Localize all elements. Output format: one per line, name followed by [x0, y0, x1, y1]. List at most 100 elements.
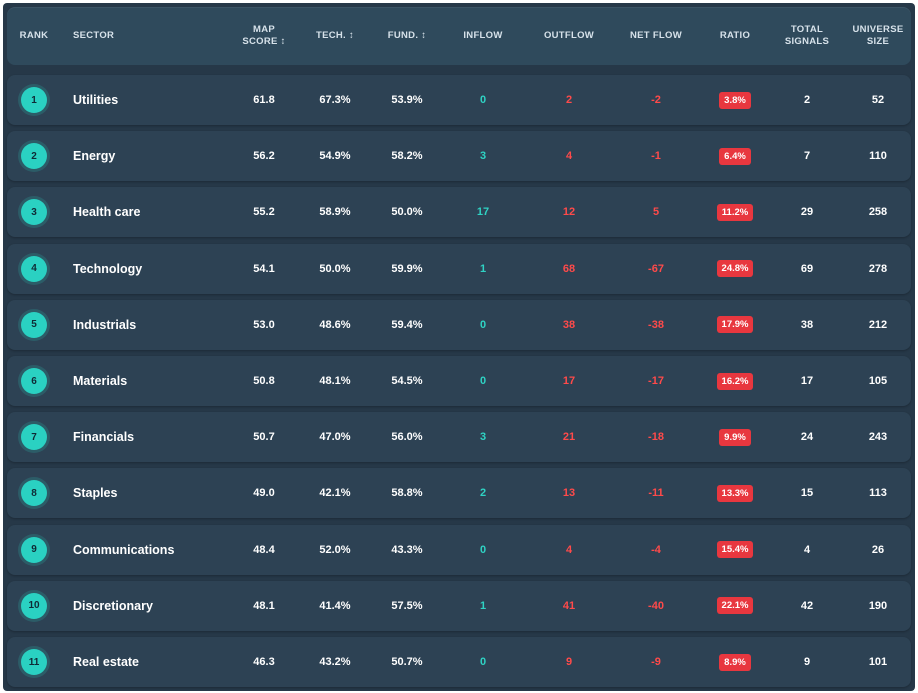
map-score-cell: 56.2	[253, 150, 275, 163]
fund-cell: 59.4%	[391, 318, 423, 331]
tech-cell: 54.9%	[319, 150, 351, 163]
rank-cell: 3	[7, 187, 61, 237]
universe-size-cell: 258	[868, 206, 888, 219]
map-score-cell: 55.2	[253, 206, 275, 219]
universe-size-cell: 110	[869, 150, 887, 163]
outflow-cell: 9	[565, 656, 573, 668]
outflow-cell: 68	[562, 262, 576, 275]
total-signals-cell: 17	[800, 375, 814, 387]
table-header: RANK SECTOR MAP SCORE ↕ TECH. ↕ FUND. ↕ …	[7, 7, 911, 65]
ratio-badge: 24.8%	[716, 260, 754, 278]
universe-size-cell: 113	[869, 487, 887, 500]
ratio-badge: 13.3%	[716, 484, 754, 502]
rank-badge: 8	[21, 480, 47, 507]
ratio-cell: 16.2%	[707, 356, 763, 406]
ratio-badge: 6.4%	[719, 147, 751, 165]
outflow-cell: 21	[562, 431, 576, 444]
ratio-badge: 3.8%	[719, 91, 751, 109]
map-score-cell: 53.0	[253, 318, 275, 331]
total-signals-cell: 38	[800, 318, 814, 331]
table-row[interactable]: 10 Discretionary 48.1 41.4% 57.5% 1 41 -40 22.1%…	[7, 580, 911, 631]
column-header-net-flow: NET FLOW	[629, 30, 682, 41]
table-row[interactable]: 8 Staples 49.0 42.1% 58.8% 2 13 -11 13.3% 15 113	[7, 468, 911, 519]
tech-cell: 47.0%	[319, 431, 351, 444]
tech-cell: 67.3%	[319, 94, 351, 106]
net-flow-cell: -11	[648, 487, 664, 500]
map-score-cell: 61.8	[253, 94, 275, 106]
rank-badge: 2	[21, 143, 47, 170]
table-row[interactable]: 3 Health care 55.2 58.9% 50.0% 17 12 5 11.2% 29 25…	[7, 187, 911, 238]
table-row[interactable]: 11 Real estate 46.3 43.2% 50.7% 0 9 -9 8.9% 9 101	[7, 637, 911, 687]
tech-cell: 58.9%	[319, 206, 351, 219]
rank-badge: 7	[21, 424, 47, 451]
inflow-cell: 0	[479, 656, 487, 668]
fund-cell: 43.3%	[391, 543, 423, 556]
rank-cell: 6	[7, 356, 61, 406]
tech-cell: 41.4%	[319, 599, 351, 612]
rank-badge: 6	[21, 368, 47, 394]
inflow-cell: 3	[479, 150, 487, 163]
sector-name: Staples	[73, 486, 118, 501]
universe-size-cell: 190	[868, 599, 888, 612]
rank-cell: 1	[7, 75, 61, 125]
rank-badge: 5	[21, 311, 47, 338]
inflow-cell: 0	[479, 375, 487, 387]
total-signals-cell: 15	[800, 487, 814, 500]
table-row[interactable]: 2 Energy 56.2 54.9% 58.2% 3 4 -1 6.4% 7 110	[7, 131, 911, 182]
inflow-cell: 3	[479, 431, 487, 444]
map-score-cell: 48.4	[253, 543, 275, 556]
fund-cell: 58.2%	[391, 150, 423, 163]
table-row[interactable]: 1 Utilities 61.8 67.3% 53.9% 0 2 -2 3.8% 2 52	[7, 75, 911, 125]
ratio-cell: 17.9%	[707, 300, 763, 350]
inflow-cell: 0	[479, 318, 487, 331]
universe-size-cell: 212	[868, 318, 888, 331]
rank-cell: 4	[7, 244, 61, 294]
universe-size-cell: 278	[868, 262, 888, 275]
ratio-badge: 9.9%	[719, 428, 751, 446]
map-score-cell: 54.1	[253, 262, 275, 275]
sector-name: Utilities	[73, 93, 119, 107]
fund-cell: 57.5%	[391, 599, 423, 612]
sector-name: Health care	[73, 205, 141, 220]
column-header-map-score[interactable]: MAP SCORE ↕	[242, 24, 286, 47]
total-signals-cell: 2	[803, 94, 811, 106]
table-row[interactable]: 5 Industrials 53.0 48.6% 59.4% 0 38 -38 17.9% 38 2…	[7, 299, 911, 350]
net-flow-cell: 5	[652, 206, 660, 219]
rank-badge: 1	[21, 87, 47, 113]
ratio-badge: 11.2%	[716, 203, 754, 221]
rank-cell: 11	[7, 637, 61, 687]
map-score-cell: 50.8	[253, 375, 275, 387]
tech-cell: 52.0%	[319, 543, 351, 556]
tech-cell: 48.6%	[319, 318, 351, 331]
table-row[interactable]: 9 Communications 48.4 52.0% 43.3% 0 4 -4 15.4% 4 2…	[7, 524, 911, 575]
column-header-fund[interactable]: FUND. ↕	[387, 30, 427, 41]
net-flow-cell: -17	[648, 375, 664, 387]
sector-name: Discretionary	[73, 598, 153, 613]
table-row[interactable]: 7 Financials 50.7 47.0% 56.0% 3 21 -18 9.9% 24 243	[7, 412, 911, 463]
net-flow-cell: -38	[648, 318, 664, 331]
column-header-ratio: RATIO	[719, 30, 751, 41]
column-header-tech[interactable]: TECH. ↕	[316, 30, 354, 41]
ratio-badge: 22.1%	[716, 597, 754, 615]
total-signals-cell: 69	[800, 262, 814, 275]
sector-name: Industrials	[73, 317, 137, 332]
outflow-cell: 4	[565, 543, 573, 556]
rank-badge: 11	[21, 649, 47, 675]
fund-cell: 58.8%	[391, 487, 423, 500]
rank-cell: 10	[7, 581, 61, 631]
inflow-cell: 1	[479, 599, 487, 612]
table-row[interactable]: 4 Technology 54.1 50.0% 59.9% 1 68 -67 24.8% 69 27…	[7, 243, 911, 294]
rank-cell: 5	[7, 300, 61, 350]
ratio-cell: 9.9%	[707, 412, 763, 462]
fund-cell: 59.9%	[391, 262, 423, 275]
outflow-cell: 38	[562, 318, 576, 331]
table-row[interactable]: 6 Materials 50.8 48.1% 54.5% 0 17 -17 16.2% 17 105	[7, 356, 911, 406]
net-flow-cell: -40	[648, 599, 664, 612]
sector-name: Materials	[73, 374, 128, 388]
rank-cell: 9	[7, 525, 61, 575]
outflow-cell: 2	[565, 94, 573, 106]
sector-ranking-table: RANK SECTOR MAP SCORE ↕ TECH. ↕ FUND. ↕ …	[3, 3, 915, 691]
rank-badge: 10	[21, 592, 47, 619]
fund-cell: 50.7%	[391, 656, 423, 668]
ratio-cell: 24.8%	[707, 244, 763, 294]
